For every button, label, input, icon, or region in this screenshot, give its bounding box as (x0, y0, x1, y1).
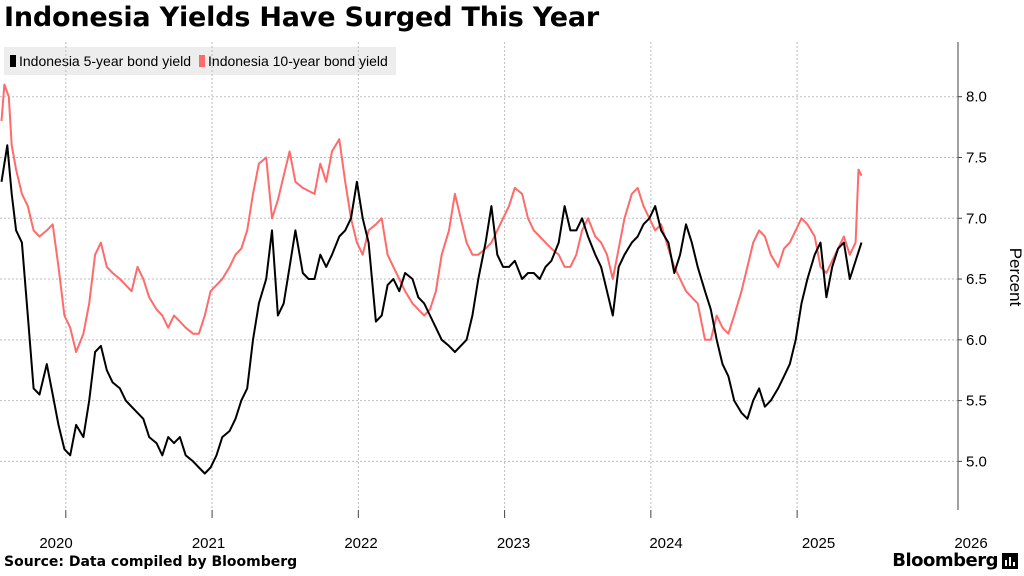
y-tick-label: 6.0 (966, 332, 987, 349)
y-tick-label: 5.5 (966, 393, 987, 410)
y-tick-label: 6.5 (966, 271, 987, 288)
legend-swatch-5-year (10, 55, 16, 67)
y-tick-label: 5.0 (966, 453, 987, 470)
x-tick-layer: 2020 2021 2022 2023 2024 2025 2026 (39, 510, 988, 552)
grid-layer (0, 42, 958, 510)
x-tick-label: 2023 (497, 535, 530, 552)
x-tick-label: 2020 (39, 535, 72, 552)
x-tick-label: 2021 (192, 535, 225, 552)
source-note: Source: Data compiled by Bloomberg (4, 554, 298, 570)
x-tick-label: 2022 (344, 535, 377, 552)
y-tick-label: 7.5 (966, 149, 987, 166)
x-tick-label: 2025 (802, 535, 835, 552)
line-layer (0, 83, 863, 475)
brand: Bloomberg (892, 550, 1018, 571)
chart-title: Indonesia Yields Have Surged This Year (4, 2, 599, 33)
x-tick-label: 2024 (649, 535, 682, 552)
y-tick-layer: 5.0 5.5 6.0 6.5 7.0 7.5 8.0 (958, 89, 987, 470)
legend-swatch-10-year (199, 55, 206, 67)
bloomberg-bars-icon (1002, 552, 1018, 569)
y-axis-label: Percent (1006, 248, 1024, 307)
legend-label-10-year: Indonesia 10-year bond yield (208, 53, 388, 69)
legend-item-10-year: Indonesia 10-year bond yield (199, 53, 388, 69)
legend-label-5-year: Indonesia 5-year bond yield (19, 53, 192, 69)
y-tick-label: 8.0 (966, 89, 987, 106)
x-tick-label: 2026 (954, 535, 987, 552)
series-line-10-year (0, 83, 863, 353)
legend-item-5-year: Indonesia 5-year bond yield (10, 53, 191, 69)
brand-name: Bloomberg (892, 550, 998, 571)
series-line-5-year (0, 144, 863, 475)
y-tick-label: 7.0 (966, 210, 987, 227)
chart-legend: Indonesia 5-year bond yield Indonesia 10… (4, 47, 396, 75)
